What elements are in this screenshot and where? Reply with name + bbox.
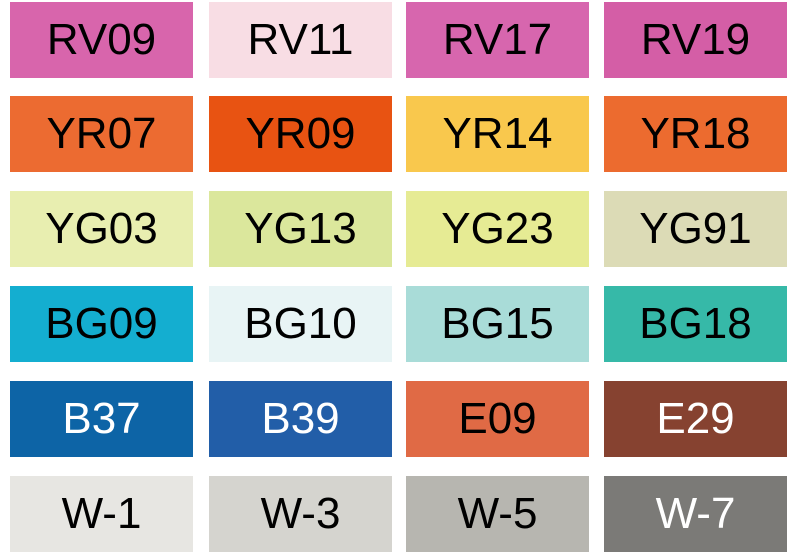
swatch-w-3: W-3 bbox=[209, 476, 392, 552]
swatch-yg91: YG91 bbox=[604, 191, 787, 267]
swatch-b37: B37 bbox=[10, 381, 193, 457]
swatch-bg10: BG10 bbox=[209, 286, 392, 362]
swatch-b39: B39 bbox=[209, 381, 392, 457]
swatch-yr18: YR18 bbox=[604, 96, 787, 172]
swatch-rv17: RV17 bbox=[406, 2, 589, 78]
swatch-e29: E29 bbox=[604, 381, 787, 457]
swatch-rv09: RV09 bbox=[10, 2, 193, 78]
swatch-yr07: YR07 bbox=[10, 96, 193, 172]
swatch-w-5: W-5 bbox=[406, 476, 589, 552]
swatch-rv11: RV11 bbox=[209, 2, 392, 78]
swatch-w-1: W-1 bbox=[10, 476, 193, 552]
swatch-rv19: RV19 bbox=[604, 2, 787, 78]
swatch-bg18: BG18 bbox=[604, 286, 787, 362]
swatch-bg09: BG09 bbox=[10, 286, 193, 362]
swatch-yg23: YG23 bbox=[406, 191, 589, 267]
swatch-yg13: YG13 bbox=[209, 191, 392, 267]
swatch-yr09: YR09 bbox=[209, 96, 392, 172]
swatch-w-7: W-7 bbox=[604, 476, 787, 552]
swatch-yr14: YR14 bbox=[406, 96, 589, 172]
swatch-e09: E09 bbox=[406, 381, 589, 457]
swatch-bg15: BG15 bbox=[406, 286, 589, 362]
swatch-yg03: YG03 bbox=[10, 191, 193, 267]
